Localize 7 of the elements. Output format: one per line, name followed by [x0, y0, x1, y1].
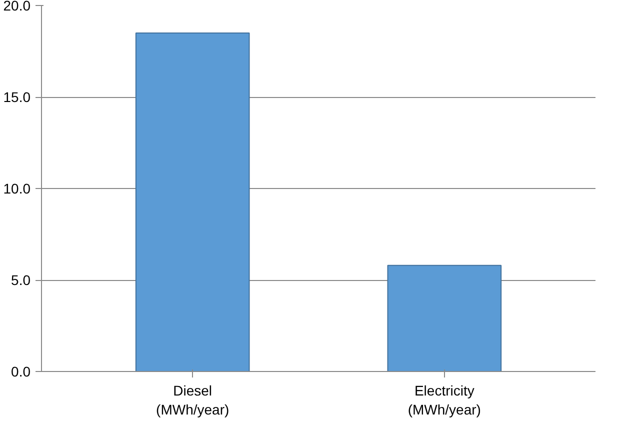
y-tick-label: 5.0 — [11, 272, 31, 288]
x-tick-label: Diesel (MWh/year) — [156, 382, 230, 418]
y-tick-label: 15.0 — [3, 89, 31, 105]
y-tick-label: 20.0 — [3, 0, 31, 14]
x-tick-label: Electricity (MWh/year) — [408, 382, 481, 418]
y-tick-label: 10.0 — [3, 180, 31, 196]
y-tick-label: 0.0 — [11, 364, 31, 380]
